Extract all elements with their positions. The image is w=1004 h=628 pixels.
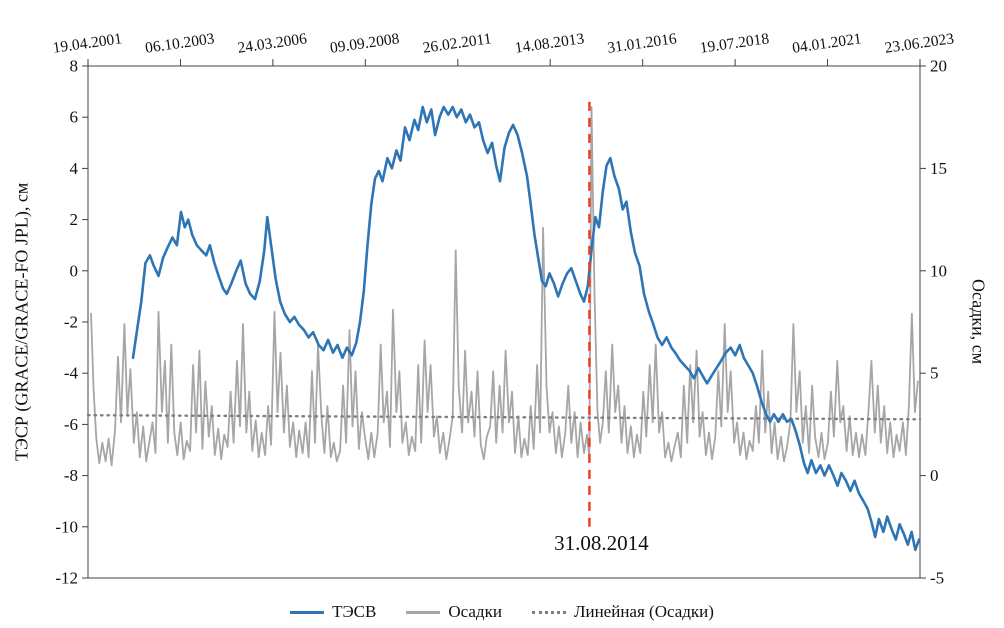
y-left-tick-label: -6: [64, 415, 78, 434]
y-left-tick-label: -8: [64, 466, 78, 485]
series-line-2: [90, 106, 919, 467]
y-right-tick-label: 10: [930, 261, 947, 280]
x-tick-label: 26.02.2011: [422, 30, 493, 56]
line-swatch-icon: [290, 610, 325, 614]
y-left-tick-label: 0: [70, 261, 79, 280]
right-axis-title: Осадки, см: [968, 279, 989, 365]
x-tick-label: 19.07.2018: [699, 30, 771, 57]
y-right-tick-label: 0: [930, 466, 939, 485]
legend-label: Осадки: [448, 602, 502, 621]
plot-border: [87, 65, 921, 579]
y-right-tick-label: -5: [930, 569, 944, 588]
legend-item[interactable]: Осадки: [406, 602, 502, 622]
y-right-tick-label: 20: [930, 57, 947, 76]
y-left-tick-label: -12: [55, 569, 78, 588]
y-left-tick-label: -4: [64, 364, 79, 383]
series-line-3: [86, 414, 922, 421]
annotation-date-label: 31.08.2014: [554, 531, 649, 555]
legend-label: Линейная (Осадки): [573, 602, 714, 621]
x-tick-label: 23.06.2023: [884, 30, 956, 57]
y-right-tick-label: 15: [930, 159, 947, 178]
legend-item[interactable]: ТЭСВ: [290, 602, 376, 622]
legend-label: ТЭСВ: [332, 602, 377, 621]
x-tick-label: 19.04.2001: [52, 30, 123, 57]
y-left-tick-label: 8: [70, 57, 79, 76]
x-tick-label: 31.01.2016: [606, 30, 678, 57]
y-left-tick-label: 2: [70, 210, 79, 229]
x-tick-label: 06.10.2003: [144, 30, 216, 57]
x-tick-label: 04.01.2021: [791, 30, 862, 57]
y-left-tick-label: -10: [55, 517, 78, 536]
x-tick-label: 09.09.2008: [329, 30, 401, 57]
line-swatch-icon: [406, 610, 441, 614]
y-left-tick-label: 4: [70, 159, 79, 178]
legend: ТЭСВ Осадки Линейная (Осадки): [0, 602, 1004, 622]
x-tick-label: 24.03.2006: [237, 30, 309, 57]
x-tick-label: 14.08.2013: [514, 30, 586, 57]
legend-item[interactable]: Линейная (Осадки): [531, 602, 714, 622]
y-left-tick-label: 6: [70, 108, 79, 127]
dotted-line-swatch-icon: [531, 610, 566, 614]
series-line-1: [131, 105, 921, 552]
y-right-tick-label: 5: [930, 364, 939, 383]
y-left-tick-label: -2: [64, 313, 78, 332]
